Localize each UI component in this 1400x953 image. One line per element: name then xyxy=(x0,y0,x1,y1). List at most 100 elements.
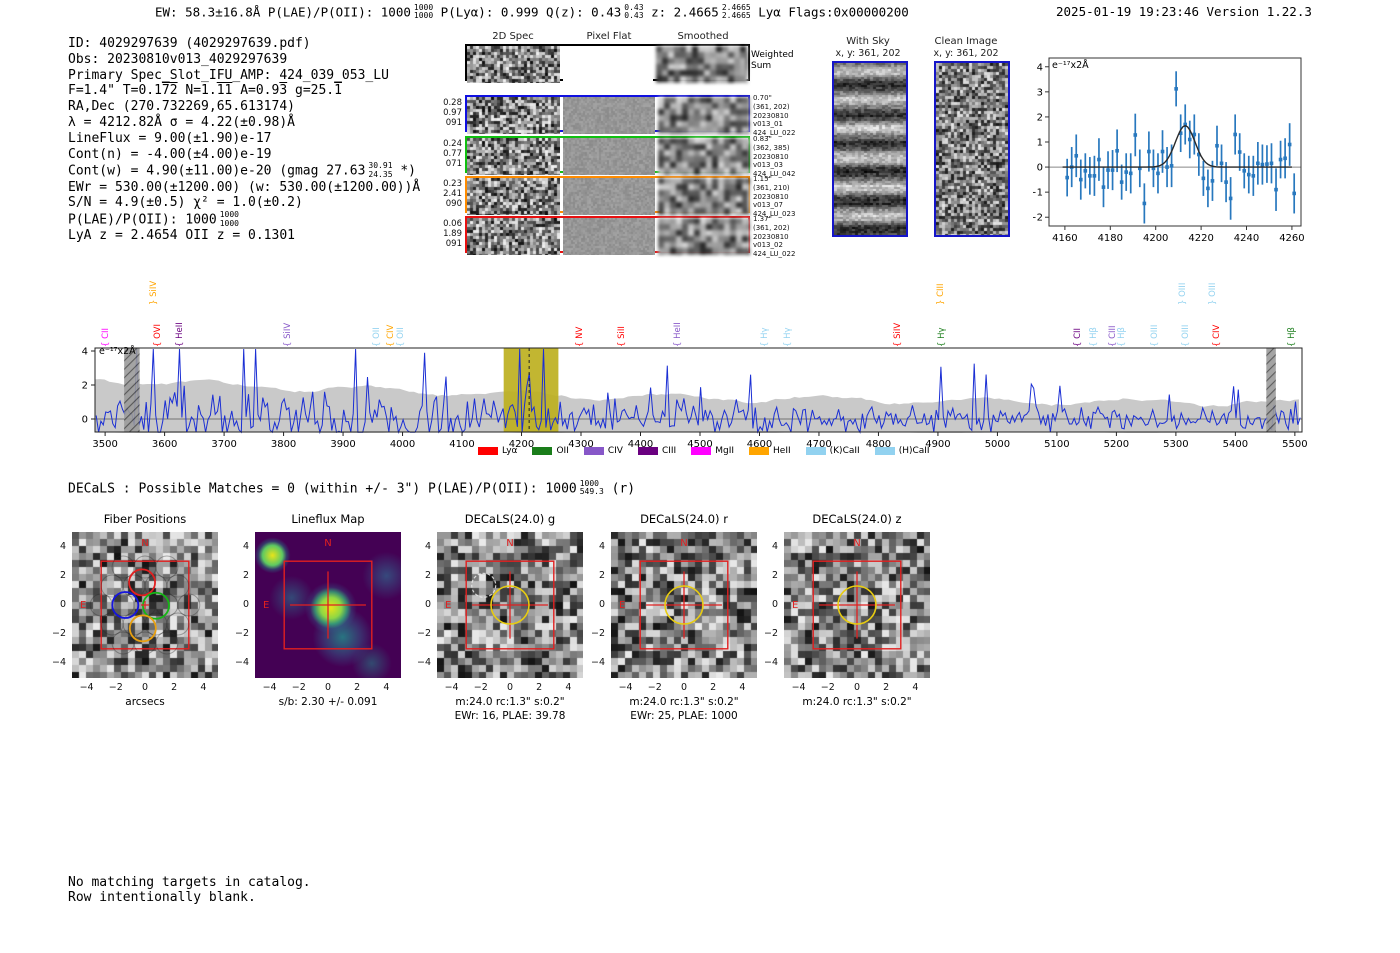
svg-text:4: 4 xyxy=(82,347,88,358)
panel-2-xtick: 0 xyxy=(506,682,514,693)
line-label-siiv-13: { SiIV xyxy=(892,322,903,347)
weighted-sum-label-line: Weighted xyxy=(751,50,794,60)
svg-text:5300: 5300 xyxy=(1163,439,1188,450)
fiber-id-labels-1: 0.83" (362, 385) 20230810 v013_03 424_LU_042 xyxy=(753,135,796,178)
cutout-col-title-0: 2D Spec xyxy=(492,31,534,42)
svg-text:4200: 4200 xyxy=(1143,233,1168,244)
line-label-oiii-22: { OIII xyxy=(1180,324,1191,347)
legend-item-5: HeII xyxy=(749,446,791,456)
svg-text:0: 0 xyxy=(82,415,88,426)
panel-2-xtick: −4 xyxy=(444,682,459,693)
legend-label-5: HeII xyxy=(773,446,791,456)
svg-text:0: 0 xyxy=(1037,163,1043,174)
text-segment: A=0.9 xyxy=(232,83,280,99)
overlined-segment: 1 xyxy=(334,83,342,99)
text-segment: z: 2.4665 xyxy=(643,4,719,20)
line-label-civ-24: { CIV xyxy=(1212,324,1223,347)
text-segment: ID: 4029297639 (4029297639.pdf) xyxy=(68,36,311,51)
svg-text:4700: 4700 xyxy=(806,439,831,450)
selected-fiber-circle-1 xyxy=(111,591,140,619)
smoothed-image xyxy=(658,178,750,215)
panel-overlay-4: NE xyxy=(792,538,902,650)
panel-1-ytick: 0 xyxy=(242,599,249,610)
stacked-fraction: 1000 549.3 xyxy=(579,479,604,497)
sky-panel-title-0: With Sky xyxy=(846,36,890,47)
info-line-1: Obs: 20230810v013_4029297639 xyxy=(68,52,420,68)
fiber-id-labels-2: 1.15" (361, 210) 20230810 v013_07 424_LU_023 xyxy=(753,175,796,218)
fiber-id-labels-0: 0.70" (361, 202) 20230810 v013_01 424_LU_022 xyxy=(753,94,796,137)
line-label-oiii-21: } OIII xyxy=(1177,282,1188,305)
panel-3-xtick: −4 xyxy=(618,682,633,693)
svg-text:5400: 5400 xyxy=(1223,439,1248,450)
svg-text:5500: 5500 xyxy=(1282,439,1307,450)
svg-text:2: 2 xyxy=(1037,112,1043,123)
panel-0-xtick: −4 xyxy=(79,682,94,693)
line-label-ovi-2: { OVI xyxy=(153,324,164,347)
svg-text:4: 4 xyxy=(1037,62,1043,73)
panel-1-xtick: 0 xyxy=(324,682,332,693)
panel-2-ytick: 0 xyxy=(424,599,431,610)
panel-1-ytick: −4 xyxy=(234,657,249,669)
pixel-flat-image xyxy=(563,138,655,175)
line-label-cii-0: { CII xyxy=(101,327,112,347)
info-line-9: EWr = 530.00(±1200.00) (w: 530.00(±1200.… xyxy=(68,180,420,196)
clean-image xyxy=(934,61,1010,237)
svg-text:E: E xyxy=(619,600,625,611)
svg-text:3600: 3600 xyxy=(152,439,177,450)
svg-text:3500: 3500 xyxy=(92,439,117,450)
2d-spec-image xyxy=(467,97,560,134)
panel-title-1: Lineflux Map xyxy=(291,512,365,526)
fiber-weight-labels-1: 0.24 0.77 071 xyxy=(443,139,462,170)
svg-text:N: N xyxy=(680,538,687,549)
legend-item-4: MgII xyxy=(691,446,734,456)
info-line-2: Primary Spec_Slot_IFU_AMP: 424_039_053_L… xyxy=(68,68,420,84)
panel-3-ytick: −2 xyxy=(590,628,605,640)
panel-overlay-1: NE xyxy=(263,538,373,650)
info-line-3: F=1.4" T=0.172 N=1.11 A=0.93 g=25.1 xyxy=(68,83,420,99)
panel-3-xtick: 2 xyxy=(710,682,717,693)
line-label-cii-16: { CII xyxy=(1072,327,1083,347)
line-label-siiv-1: } SiIV xyxy=(149,280,160,305)
text-segment: LyA z = 2.4654 OII z = 0.1301 xyxy=(68,228,295,244)
legend-label-0: Lyα xyxy=(502,446,518,456)
fiber-id-labels-3: 1.37" (361, 202) 20230810 v013_02 424_LU_022 xyxy=(753,215,796,258)
cutout-row xyxy=(465,176,750,215)
info-line-11: P(LAE)/P(OII): 1000 1000 1000 xyxy=(68,210,420,228)
panel-2-ytick: 2 xyxy=(424,569,431,581)
svg-text:5000: 5000 xyxy=(985,439,1010,450)
info-line-4: RA,Dec (270.732269,65.613174) xyxy=(68,99,420,115)
svg-text:5200: 5200 xyxy=(1104,439,1129,450)
line-label-oiii-20: { OIII xyxy=(1150,324,1161,347)
2d-spec-image xyxy=(467,218,560,255)
panel-0-xtick: 2 xyxy=(171,682,178,693)
svg-text:4160: 4160 xyxy=(1052,233,1077,244)
svg-text:1: 1 xyxy=(1037,138,1043,149)
svg-text:e⁻¹⁷x2Å: e⁻¹⁷x2Å xyxy=(1052,59,1089,71)
legend-item-2: CIV xyxy=(583,446,623,456)
line-label-hγ-12: { Hγ xyxy=(783,327,794,347)
cutout-col-title-1: Pixel Flat xyxy=(586,31,632,42)
legend-item-0: Lyα xyxy=(478,446,517,456)
info-line-8: Cont(w) = 4.90(±11.00)e-20 (gmag 27.63 30… xyxy=(68,161,420,179)
footer-line-2: Row intentionally blank. xyxy=(68,890,256,905)
panel-0-xtick: −2 xyxy=(108,682,123,693)
svg-text:4000: 4000 xyxy=(390,439,415,450)
panel-1-xtick: −2 xyxy=(291,682,306,693)
panel-0-xtick: 0 xyxy=(141,682,149,693)
legend-item-3: CIII xyxy=(637,446,676,456)
stacked-fraction: 1000 1000 xyxy=(413,3,434,21)
svg-text:4220: 4220 xyxy=(1188,233,1213,244)
line-label-hγ-11: { Hγ xyxy=(759,327,770,347)
text-segment: P(LAE)/P(OII): 1000 xyxy=(68,212,217,228)
panel-4-ytick: −2 xyxy=(763,628,778,640)
panel-xlabel-2: m:24.0 rc:1.3" s:0.2" xyxy=(455,696,565,708)
panel-3-xtick: −2 xyxy=(647,682,662,693)
info-line-6: LineFlux = 9.00(±1.90)e-17 xyxy=(68,131,420,147)
svg-text:4100: 4100 xyxy=(449,439,474,450)
pixel-flat-image xyxy=(563,178,655,215)
text-segment: g=25. xyxy=(287,83,335,99)
info-line-12: LyA z = 2.4654 OII z = 0.1301 xyxy=(68,228,420,244)
panel-xlabel-1: s/b: 2.30 +/- 0.091 xyxy=(278,696,378,708)
line-label-oiii-23: } OIII xyxy=(1208,282,1219,305)
